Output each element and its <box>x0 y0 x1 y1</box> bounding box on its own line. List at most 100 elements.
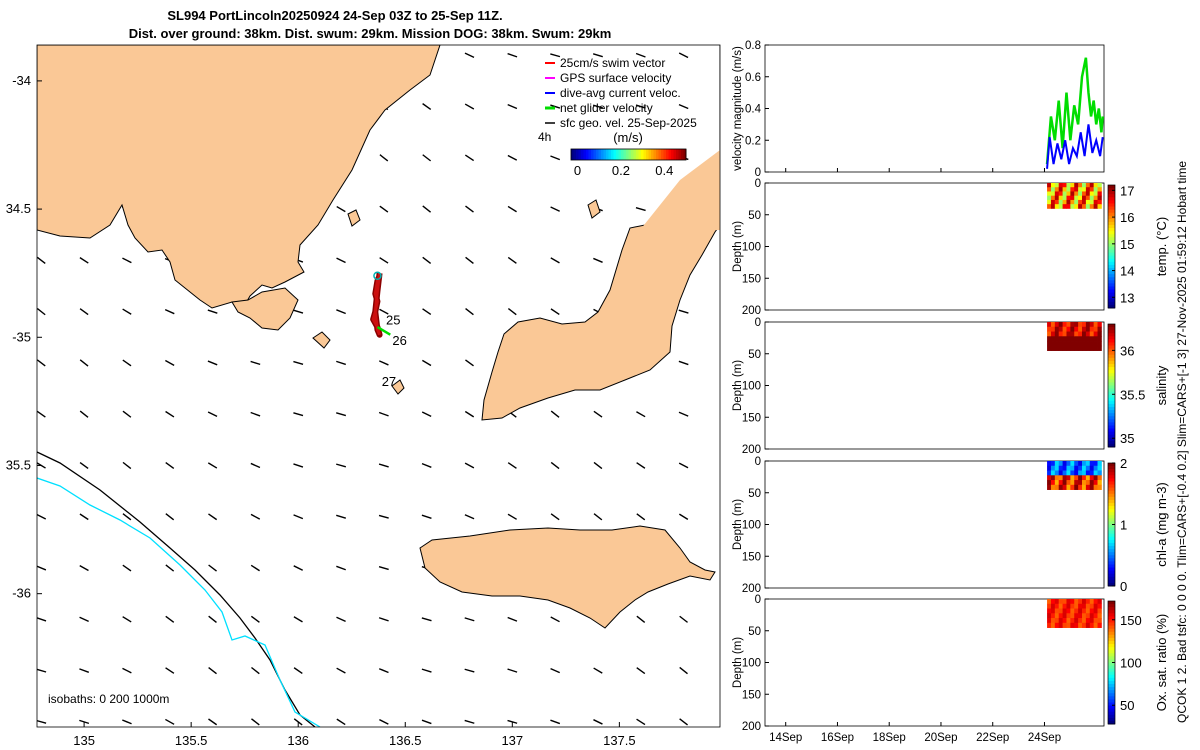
velocity-vector <box>79 359 89 367</box>
panel-colorbar-cell <box>1108 231 1115 235</box>
heatmap-cell <box>1062 475 1067 481</box>
velocity-vector <box>464 103 475 110</box>
panel-colorbar-cell <box>1108 443 1115 448</box>
velocity-vector <box>208 615 217 623</box>
velocity-vector <box>250 513 261 520</box>
heatmap-cell <box>1066 608 1071 614</box>
heatmap-cell <box>1047 336 1052 342</box>
panel-colorbar-cell <box>1108 509 1115 513</box>
panel-y-tick-label: 100 <box>742 381 761 393</box>
heatmap-cell <box>1089 618 1095 624</box>
heatmap-cell <box>1082 326 1087 332</box>
panel-colorbar-cell <box>1108 243 1115 247</box>
eyre-peninsula-foot <box>231 287 299 331</box>
velocity-vector <box>678 360 689 366</box>
panel-colorbar-cell <box>1108 367 1115 371</box>
velocity-vector <box>79 461 89 470</box>
heatmap-cell <box>1085 345 1091 351</box>
panel-colorbar-cell <box>1108 717 1115 722</box>
heatmap-cell <box>1082 191 1087 197</box>
panel-colorbar-cell <box>1108 327 1115 331</box>
panel-colorbar-cell <box>1108 342 1115 347</box>
velocity-vector <box>207 309 218 314</box>
velocity-vector <box>250 462 261 469</box>
panel-y-tick-label: 50 <box>748 210 761 222</box>
heatmap-cell <box>1047 603 1052 609</box>
velocity-vector <box>379 205 389 213</box>
map-colorbar-cell <box>613 149 617 160</box>
heatmap-cell <box>1058 195 1063 201</box>
panel-colorbar-cell <box>1108 351 1115 356</box>
heatmap-cell <box>1054 622 1060 628</box>
heatmap-cell <box>1078 341 1083 347</box>
day-labels: 25 26 27 <box>382 312 407 389</box>
velocity-vector <box>293 514 304 520</box>
velocity-vector <box>37 359 46 367</box>
heatmap-cell <box>1082 461 1087 467</box>
panel-colorbar-cell <box>1108 579 1115 584</box>
velocity-vector <box>165 615 175 623</box>
heatmap-cell <box>1074 465 1079 471</box>
heatmap-cell <box>1047 618 1052 624</box>
panel-colorbar-tick-label: 15 <box>1120 237 1134 252</box>
heatmap-cell <box>1089 470 1095 476</box>
panel-colorbar-cell <box>1108 357 1115 362</box>
heatmap-cell <box>1078 475 1083 481</box>
heatmap-cell <box>1089 480 1095 486</box>
map-colorbar-tick-label: 0 <box>574 163 581 178</box>
heatmap-cell <box>1070 204 1075 209</box>
map-colorbar-cell <box>666 149 669 160</box>
panel-colorbar-cell <box>1108 373 1115 377</box>
velocity-series-line <box>1046 124 1104 169</box>
heatmap-cell <box>1062 191 1067 197</box>
panel-colorbar-cell <box>1108 295 1115 300</box>
panel-colorbar-cell <box>1108 561 1115 565</box>
panel-colorbar-cell <box>1108 397 1115 402</box>
heatmap-cell <box>1070 183 1075 188</box>
heatmap-cell <box>1097 345 1102 351</box>
velocity-vector <box>636 462 646 469</box>
heatmap-cell <box>1062 465 1067 471</box>
panel-y-tick-label: 0.4 <box>745 104 762 116</box>
heatmap-cell <box>1097 187 1102 192</box>
map-colorbar-cell <box>611 149 614 160</box>
map-colorbar-cell <box>606 149 609 160</box>
map-frame <box>36 44 721 728</box>
heatmap-cell <box>1074 622 1079 628</box>
heatmap-cell <box>1082 480 1087 486</box>
title-line-2: Dist. over ground: 38km. Dist. swum: 29k… <box>129 26 612 41</box>
glider-track <box>370 271 391 338</box>
velocity-vector <box>79 564 89 572</box>
heatmap-cell <box>1085 341 1091 347</box>
velocity-vector <box>37 410 46 418</box>
heatmap-cell <box>1054 465 1060 471</box>
panel-colorbar-cell <box>1108 576 1115 581</box>
heatmap-cell <box>1050 331 1056 337</box>
panel-colorbar-cell <box>1108 625 1115 630</box>
track-path-highlight <box>371 273 382 336</box>
heatmap-cell <box>1050 336 1056 342</box>
heatmap-cell <box>1093 326 1098 332</box>
velocity-vector <box>636 615 646 623</box>
heatmap-cell <box>1066 199 1071 205</box>
heatmap-cell <box>1078 599 1083 605</box>
heatmap-cell <box>1066 622 1071 628</box>
map-colorbar-cell <box>623 149 627 160</box>
panel-colorbar-cell <box>1108 487 1115 492</box>
heatmap-cell <box>1054 470 1060 476</box>
heatmap-cell <box>1047 187 1052 192</box>
velocity-vector <box>421 514 432 519</box>
panel-colorbar-label: salinity <box>1154 365 1169 405</box>
heatmap-cell <box>1074 322 1079 328</box>
map-colorbar-cell <box>596 149 599 160</box>
heatmap-cell <box>1078 195 1083 201</box>
map-colorbar: 0 0.2 0.4 <box>570 148 687 178</box>
panel-colorbar-cell <box>1108 264 1115 269</box>
panel-colorbar-cell <box>1108 671 1115 676</box>
panel-colorbar-cell <box>1108 490 1115 495</box>
heatmap-cell <box>1058 618 1063 624</box>
heatmap-cell <box>1085 465 1091 471</box>
velocity-vector <box>722 566 731 571</box>
panel-colorbar-cell <box>1108 403 1115 408</box>
velocity-vector <box>592 53 603 58</box>
